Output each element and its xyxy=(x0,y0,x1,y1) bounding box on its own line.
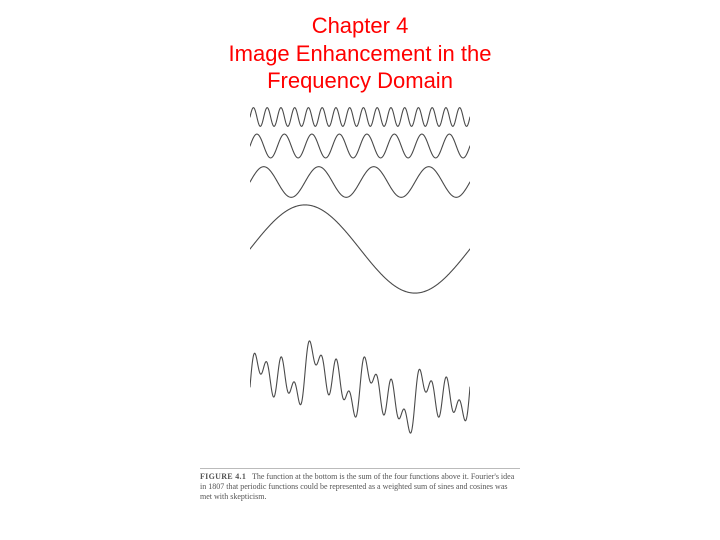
sine-wave-low-freq xyxy=(250,200,470,298)
figure-caption: FIGURE 4.1 The function at the bottom is… xyxy=(200,468,520,502)
sine-wave-composite-sum xyxy=(250,322,470,452)
title-line-3: Frequency Domain xyxy=(267,68,453,93)
sine-wave-high-freq xyxy=(250,106,470,128)
slide-title: Chapter 4 Image Enhancement in the Frequ… xyxy=(0,12,720,95)
sine-wave-mid-high-freq xyxy=(250,132,470,160)
figure-caption-label: FIGURE 4.1 xyxy=(200,472,246,481)
title-line-2: Image Enhancement in the xyxy=(229,41,492,66)
title-line-1: Chapter 4 xyxy=(312,13,409,38)
figure-caption-text: The function at the bottom is the sum of… xyxy=(200,472,514,501)
slide: Chapter 4 Image Enhancement in the Frequ… xyxy=(0,0,720,540)
sine-wave-mid-low-freq xyxy=(250,164,470,200)
